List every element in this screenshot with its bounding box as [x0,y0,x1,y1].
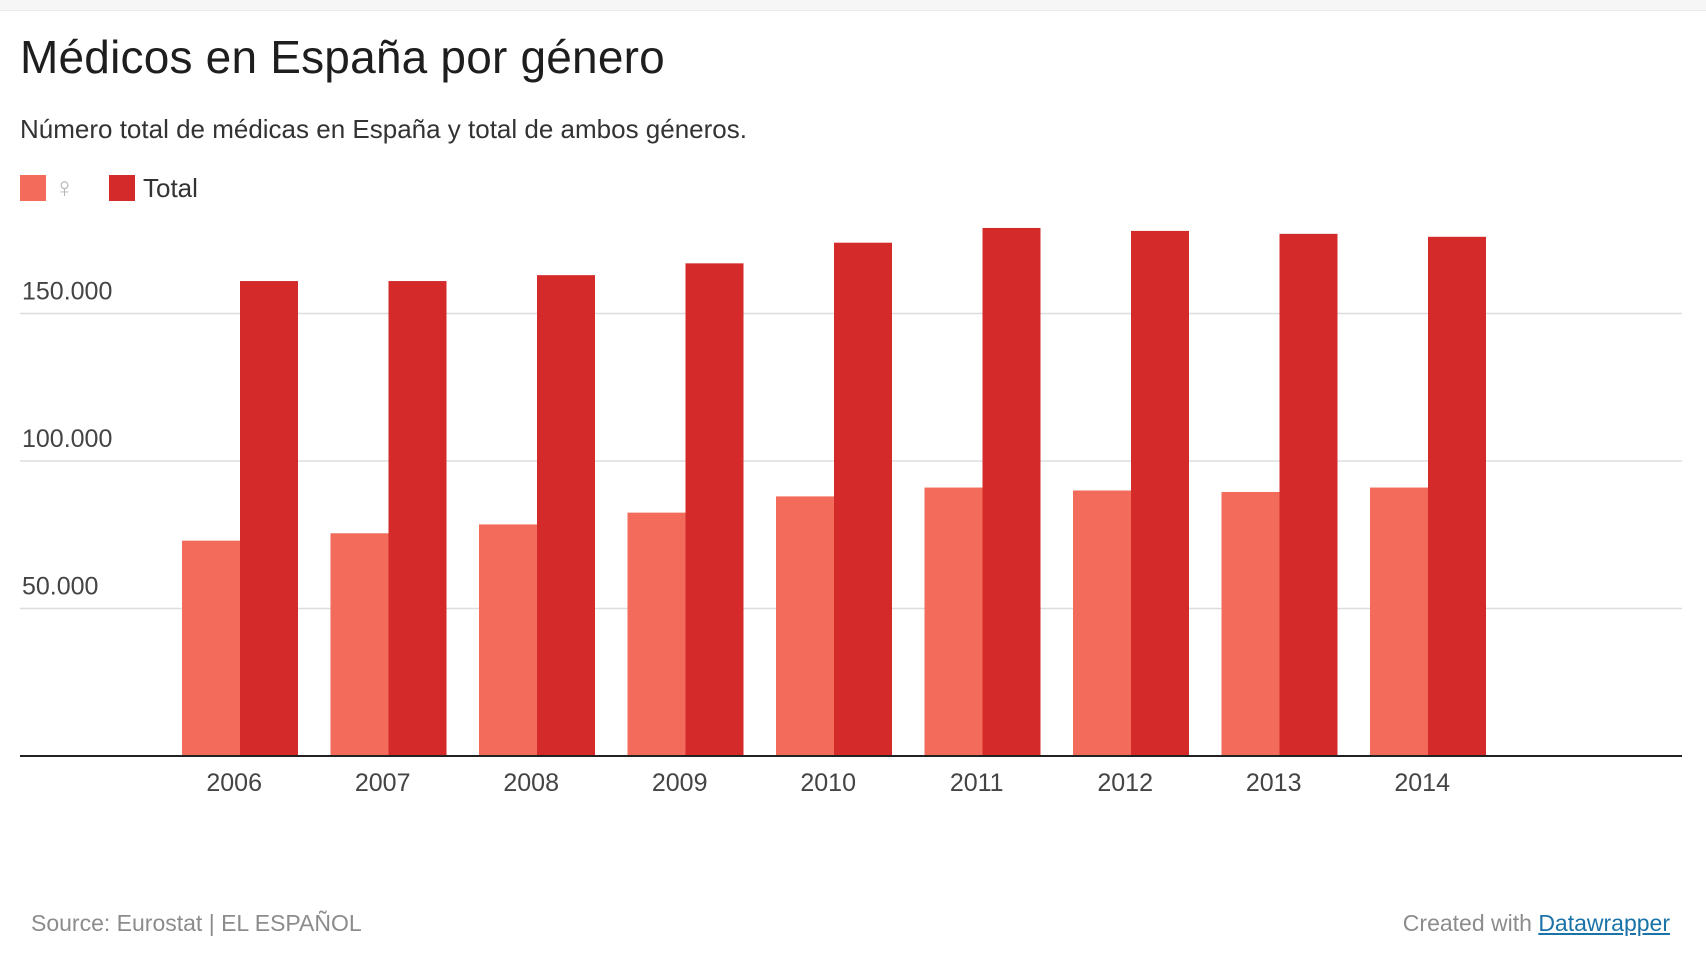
x-tick-label: 2010 [800,769,856,797]
bar-total [685,263,744,756]
bar-total [240,281,298,756]
legend-item-female: ♀ [20,172,75,204]
x-tick-label: 2006 [206,769,262,797]
legend-swatch-total [109,175,135,201]
top-border [0,0,1706,11]
x-tick-label: 2014 [1394,769,1450,797]
x-tick-label: 2012 [1097,769,1153,797]
footer-created-with: Created with [1402,910,1532,936]
legend-item-total: Total [109,173,198,204]
y-tick-label: 150.000 [22,278,112,306]
bar-female [182,540,240,756]
footer-credit: Created with Datawrapper [1403,910,1670,937]
bar-female [1370,487,1428,756]
bar-total [1428,236,1486,757]
bar-total [1131,230,1189,756]
bar-female [1073,490,1131,756]
x-tick-label: 2013 [1246,769,1302,797]
footer-source: Source: Eurostat | EL ESPAÑOL [31,910,362,936]
chart-title: Médicos en España por género [20,31,665,83]
y-tick-label: 100.000 [22,425,112,453]
chart-subtitle: Número total de médicas en España y tota… [20,114,747,144]
bar-total [1279,233,1338,757]
x-tick-label: 2007 [355,769,411,797]
x-tick-label: 2009 [652,769,708,797]
datawrapper-link[interactable]: Datawrapper [1538,910,1670,936]
bar-female [330,533,389,756]
bar-female [776,496,834,756]
bar-total [537,275,595,756]
bar-total [388,281,447,756]
bar-total [982,227,1041,756]
bar-female [924,487,983,756]
x-tick-label: 2011 [950,769,1004,797]
legend: ♀ Total [20,172,232,204]
x-tick-label: 2008 [503,769,559,797]
legend-swatch-female [20,175,46,201]
y-tick-label: 50.000 [22,573,98,601]
bar-total [834,242,892,756]
bar-female [479,524,537,756]
bar-female [627,512,686,756]
legend-label-total: Total [143,172,198,203]
legend-label-female: ♀ [54,172,75,203]
bar-female [1221,491,1280,756]
